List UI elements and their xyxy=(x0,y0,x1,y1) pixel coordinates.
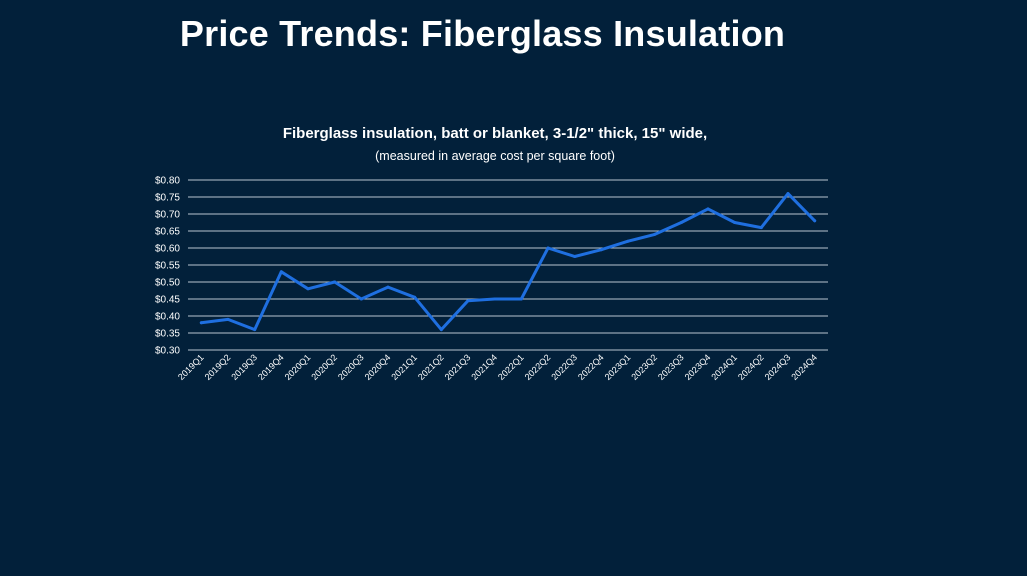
y-tick-label: $0.45 xyxy=(155,295,180,306)
x-tick-label: 2019Q1 xyxy=(176,352,206,382)
x-tick-label: 2022Q2 xyxy=(523,352,553,382)
x-tick-label: 2020Q1 xyxy=(283,352,313,382)
x-tick-label: 2023Q4 xyxy=(683,352,713,382)
y-tick-label: $0.75 xyxy=(155,193,180,204)
data-point xyxy=(493,297,497,301)
y-tick-label: $0.30 xyxy=(155,346,180,357)
data-point xyxy=(679,221,683,224)
data-point xyxy=(759,226,763,230)
data-point xyxy=(413,295,417,299)
chart: Fiberglass insulation, batt or blanket, … xyxy=(140,120,860,420)
y-tick-label: $0.65 xyxy=(155,227,180,238)
data-point xyxy=(519,297,523,301)
data-point xyxy=(333,280,337,284)
data-point xyxy=(653,232,657,236)
data-point xyxy=(706,207,710,211)
x-tick-label: 2021Q2 xyxy=(416,352,446,382)
x-tick-label: 2020Q2 xyxy=(309,352,339,382)
data-point xyxy=(306,287,310,291)
series-line xyxy=(199,192,817,332)
y-tick-label: $0.70 xyxy=(155,210,180,221)
x-tick-label: 2019Q2 xyxy=(203,352,233,382)
data-point xyxy=(253,328,257,332)
data-point xyxy=(573,255,577,258)
data-point xyxy=(359,297,363,301)
x-tick-label: 2019Q4 xyxy=(256,352,286,382)
slide-title: Price Trends: Fiberglass Insulation xyxy=(179,13,786,54)
x-tick-label: 2020Q4 xyxy=(363,352,393,382)
x-tick-label: 2024Q3 xyxy=(763,352,793,382)
x-tick-label: 2024Q4 xyxy=(789,352,819,382)
data-point xyxy=(439,328,443,332)
x-tick-label: 2024Q2 xyxy=(736,352,766,382)
data-point xyxy=(733,221,737,224)
y-tick-label: $0.55 xyxy=(155,261,180,272)
data-point xyxy=(813,219,817,223)
x-tick-label: 2020Q3 xyxy=(336,352,366,382)
y-tick-label: $0.80 xyxy=(155,176,180,187)
chart-title: Fiberglass insulation, batt or blanket, … xyxy=(282,125,708,142)
x-tick-label: 2021Q4 xyxy=(469,352,499,382)
x-tick-label: 2024Q1 xyxy=(709,352,739,382)
data-point xyxy=(279,270,283,274)
y-tick-label: $0.60 xyxy=(155,244,180,255)
chart-plot-area: $0.30 $0.35 $0.40 $0.45 $0.50 $0.55 $0.60 $0.65… xyxy=(155,176,828,382)
y-tick-label: $0.40 xyxy=(155,312,180,323)
x-tick-label: 2022Q1 xyxy=(496,352,526,382)
data-point xyxy=(546,246,550,250)
x-tick-label: 2022Q4 xyxy=(576,352,606,382)
x-tick-label: 2021Q3 xyxy=(443,352,473,382)
x-tick-label: 2023Q1 xyxy=(603,352,633,382)
data-point xyxy=(626,239,630,243)
y-tick-label: $0.35 xyxy=(155,329,180,340)
x-tick-label: 2023Q3 xyxy=(656,352,686,382)
data-point xyxy=(199,321,203,325)
x-tick-label: 2019Q3 xyxy=(229,352,259,382)
data-point xyxy=(599,248,603,252)
x-tick-label: 2022Q3 xyxy=(549,352,579,382)
data-point xyxy=(226,317,230,321)
x-tick-label: 2021Q1 xyxy=(389,352,419,382)
data-point xyxy=(466,299,470,303)
y-tick-label: $0.50 xyxy=(155,278,180,289)
data-point xyxy=(386,285,390,289)
data-point xyxy=(786,192,790,196)
x-tick-label: 2023Q2 xyxy=(629,352,659,382)
chart-subtitle: (measured in average cost per square foo… xyxy=(375,149,615,163)
